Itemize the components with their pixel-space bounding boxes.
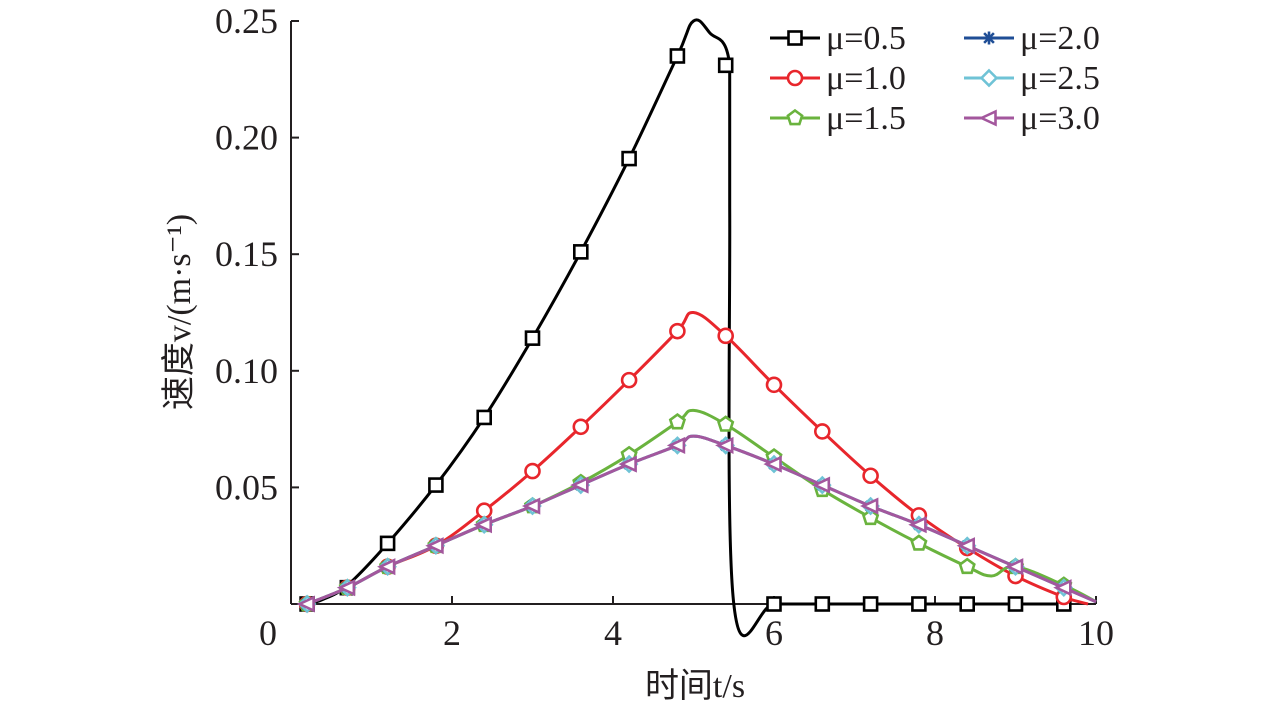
marker-circle	[862, 467, 879, 485]
marker-square	[766, 596, 782, 612]
marker-triangle-left	[425, 537, 444, 555]
legend-label: μ=0.5	[826, 20, 906, 57]
series-line	[306, 18, 1064, 638]
marker-circle	[669, 322, 686, 340]
legend-item: μ=2.0	[964, 20, 1100, 57]
marker-pentagon	[861, 508, 880, 526]
legend-item: μ=0.5	[770, 20, 906, 57]
legend-item: μ=2.5	[964, 60, 1100, 97]
x-tick-label: 4	[604, 613, 622, 653]
y-axis-label: 速度v/(m·s⁻¹)	[160, 214, 198, 410]
marker-pentagon	[910, 534, 928, 551]
marker-square	[1007, 596, 1024, 612]
marker-star-stroke	[983, 32, 995, 44]
marker-star	[982, 31, 996, 45]
marker-square	[911, 596, 927, 612]
marker-square	[814, 596, 831, 612]
marker-triangle-left	[978, 109, 997, 127]
series-2	[298, 408, 1097, 612]
x-tick-label: 2	[443, 613, 461, 653]
series-3	[300, 434, 1097, 611]
marker-triangle-left	[666, 436, 686, 454]
marker-circle	[786, 69, 804, 87]
marker-circle	[620, 371, 638, 389]
marker-triangle-left	[570, 476, 589, 494]
legend-label: μ=2.0	[1020, 20, 1100, 57]
marker-circle	[524, 462, 541, 480]
series-line	[306, 434, 1097, 606]
marker-triangle-left	[763, 455, 782, 473]
marker-triangle-left	[521, 497, 541, 515]
x-axis-label: 时间t/s	[645, 668, 745, 705]
axes: 0 2 4 6 8 10 0.05 0.10 0.15 0.20 0.25	[215, 1, 1114, 653]
y-tick-label: 0.20	[215, 118, 278, 158]
series-line	[306, 434, 1097, 606]
marker-triangle-left	[296, 595, 315, 613]
series-line	[306, 310, 1089, 606]
marker-circle	[765, 376, 783, 394]
x-tick-label: 10	[1078, 613, 1114, 653]
y-tick-label: 0.10	[215, 351, 278, 391]
marker-pentagon	[717, 415, 735, 432]
legend-label: μ=1.5	[826, 100, 906, 137]
marker-triangle-left	[908, 516, 927, 534]
marker-circle	[717, 327, 735, 345]
legend-label: μ=3.0	[1020, 100, 1100, 137]
marker-square	[717, 57, 734, 74]
marker-circle	[572, 418, 590, 436]
legend-item: μ=1.0	[770, 60, 906, 97]
legend-item: μ=3.0	[964, 100, 1100, 137]
marker-triangle-left	[956, 537, 976, 555]
x-tick-label: 8	[926, 613, 944, 653]
marker-triangle-left	[377, 558, 396, 576]
marker-circle	[813, 423, 831, 440]
series-5	[296, 434, 1097, 613]
y-tick-label: 0.05	[215, 467, 278, 507]
marker-square	[621, 150, 637, 167]
series-line	[306, 408, 1097, 606]
x-tick-label: 0	[259, 613, 277, 653]
marker-triangle-left	[473, 516, 493, 534]
marker-square	[428, 477, 444, 493]
legend: μ=0.5μ=1.0μ=1.5 μ=2.0μ=2.5μ=3.0	[770, 20, 1100, 137]
legend-label: μ=2.5	[1020, 60, 1100, 97]
marker-triangle-left	[336, 579, 356, 597]
x-tick-label: 6	[765, 613, 783, 653]
marker-square	[524, 330, 541, 346]
marker-square	[959, 596, 976, 612]
marker-triangle-left	[715, 436, 734, 454]
series-line	[306, 434, 1097, 606]
marker-square	[379, 535, 396, 552]
marker-triangle-left	[618, 455, 637, 473]
y-tick-label: 0.25	[215, 1, 278, 41]
marker-triangle-left	[1004, 558, 1024, 576]
marker-square	[476, 409, 493, 426]
series-layer	[296, 18, 1097, 638]
marker-triangle-left	[811, 476, 831, 494]
marker-pentagon	[668, 412, 687, 430]
marker-square	[787, 30, 803, 46]
legend-item: μ=1.5	[770, 100, 906, 137]
marker-diamond	[979, 68, 999, 88]
marker-triangle-left	[860, 497, 879, 515]
series-0	[299, 18, 1072, 638]
series-4	[297, 434, 1097, 614]
marker-pentagon	[786, 108, 804, 126]
legend-label: μ=1.0	[826, 60, 906, 97]
marker-square	[862, 596, 879, 612]
y-tick-label: 0.15	[215, 234, 278, 274]
marker-pentagon	[958, 557, 976, 575]
marker-triangle-left	[1053, 579, 1072, 597]
marker-square	[572, 244, 589, 260]
marker-square	[669, 48, 686, 64]
